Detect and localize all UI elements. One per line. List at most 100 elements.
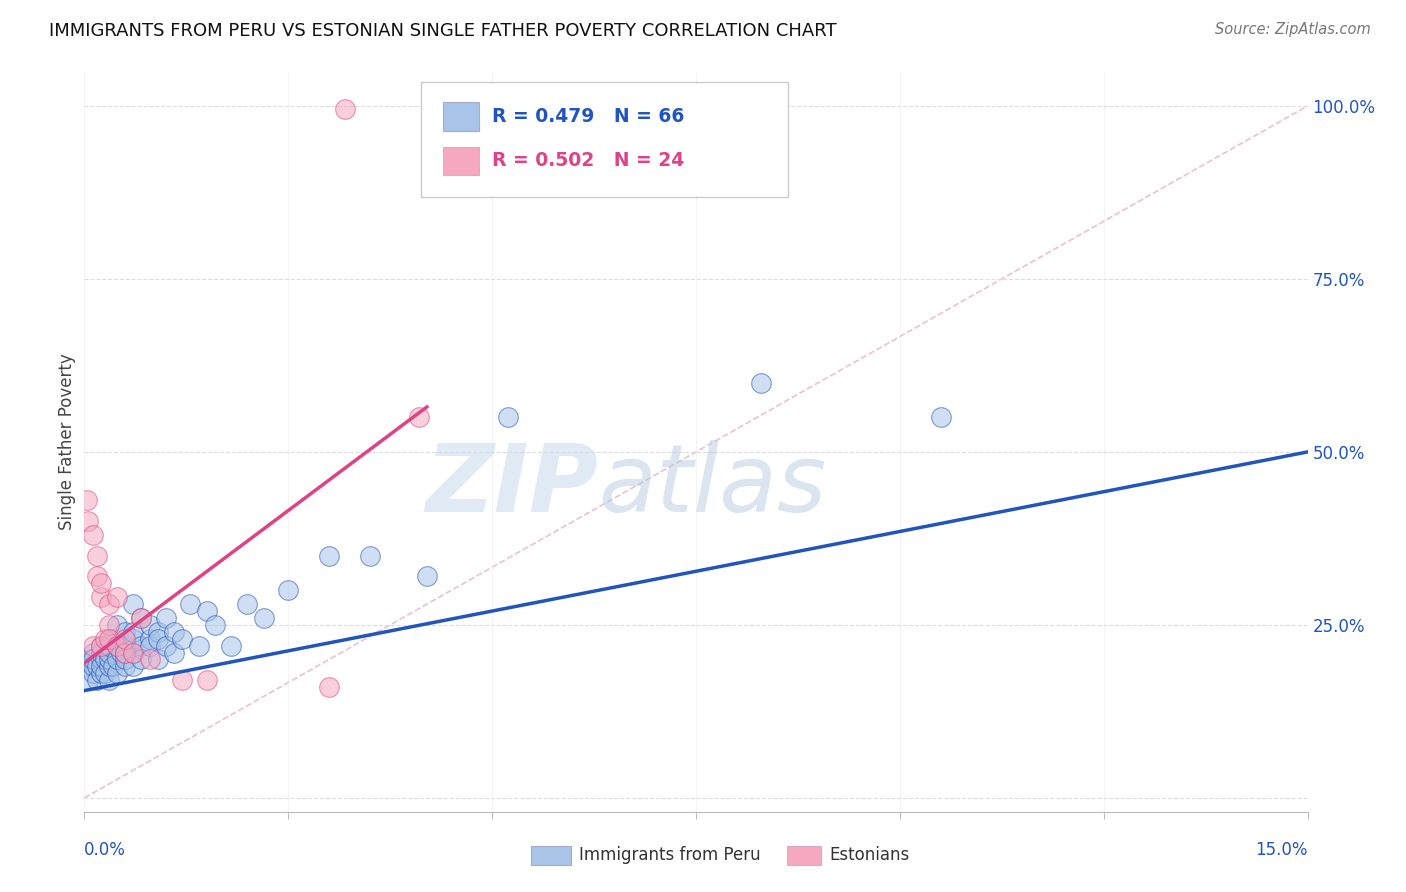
- Text: 15.0%: 15.0%: [1256, 841, 1308, 859]
- Text: R = 0.479   N = 66: R = 0.479 N = 66: [492, 107, 685, 126]
- Point: [105, 666, 128, 681]
- Point: [122, 646, 145, 660]
- FancyBboxPatch shape: [443, 147, 479, 175]
- Point: [408, 410, 430, 425]
- Point: [97, 618, 120, 632]
- Point: [318, 680, 340, 694]
- Point: [416, 569, 439, 583]
- Point: [97, 632, 120, 646]
- Text: ZIP: ZIP: [425, 440, 598, 532]
- Point: [114, 646, 136, 660]
- Point: [138, 652, 160, 666]
- Point: [90, 639, 112, 653]
- Point: [114, 632, 136, 646]
- Point: [131, 611, 153, 625]
- Point: [146, 632, 169, 646]
- Point: [82, 652, 104, 666]
- Point: [749, 376, 772, 390]
- Text: atlas: atlas: [598, 441, 827, 532]
- Point: [97, 652, 120, 666]
- Point: [122, 632, 145, 646]
- Point: [146, 652, 169, 666]
- Point: [236, 597, 259, 611]
- Point: [86, 673, 108, 688]
- Point: [77, 673, 100, 688]
- FancyBboxPatch shape: [420, 82, 787, 197]
- Point: [86, 569, 108, 583]
- Point: [105, 618, 128, 632]
- Point: [114, 646, 136, 660]
- Point: [76, 493, 98, 508]
- Point: [131, 652, 153, 666]
- Point: [172, 632, 194, 646]
- Point: [77, 514, 100, 528]
- Point: [82, 666, 104, 681]
- Point: [146, 624, 169, 639]
- Point: [114, 652, 136, 666]
- Point: [90, 591, 112, 605]
- Point: [253, 611, 276, 625]
- Point: [138, 639, 160, 653]
- Point: [93, 666, 115, 681]
- Point: [82, 639, 104, 653]
- Point: [97, 597, 120, 611]
- Point: [172, 673, 194, 688]
- Point: [138, 618, 160, 632]
- Point: [90, 666, 112, 681]
- Point: [82, 528, 104, 542]
- Text: 0.0%: 0.0%: [84, 841, 127, 859]
- Point: [195, 673, 218, 688]
- Point: [82, 646, 104, 660]
- Point: [929, 410, 952, 425]
- Point: [101, 632, 124, 646]
- Text: IMMIGRANTS FROM PERU VS ESTONIAN SINGLE FATHER POVERTY CORRELATION CHART: IMMIGRANTS FROM PERU VS ESTONIAN SINGLE …: [49, 22, 837, 40]
- Point: [93, 632, 115, 646]
- Point: [359, 549, 381, 563]
- Point: [105, 652, 128, 666]
- Point: [97, 646, 120, 660]
- Point: [97, 639, 120, 653]
- Point: [105, 639, 128, 653]
- Point: [277, 583, 299, 598]
- Point: [155, 639, 177, 653]
- Point: [163, 624, 186, 639]
- Text: Immigrants from Peru: Immigrants from Peru: [579, 847, 761, 864]
- Point: [131, 611, 153, 625]
- Point: [122, 659, 145, 673]
- Point: [93, 652, 115, 666]
- Point: [90, 646, 112, 660]
- Point: [97, 673, 120, 688]
- Point: [105, 639, 128, 653]
- Point: [138, 632, 160, 646]
- Point: [114, 639, 136, 653]
- Point: [122, 624, 145, 639]
- Point: [204, 618, 226, 632]
- Point: [335, 103, 357, 117]
- Point: [80, 652, 103, 666]
- Point: [76, 659, 98, 673]
- Text: Source: ZipAtlas.com: Source: ZipAtlas.com: [1215, 22, 1371, 37]
- Point: [187, 639, 209, 653]
- Point: [110, 646, 132, 660]
- Point: [90, 659, 112, 673]
- Point: [86, 659, 108, 673]
- FancyBboxPatch shape: [443, 103, 479, 130]
- Point: [163, 646, 186, 660]
- Point: [97, 659, 120, 673]
- Point: [195, 604, 218, 618]
- Point: [131, 639, 153, 653]
- Point: [90, 639, 112, 653]
- Point: [219, 639, 242, 653]
- Point: [318, 549, 340, 563]
- Point: [122, 597, 145, 611]
- Point: [86, 549, 108, 563]
- Point: [101, 659, 124, 673]
- Text: Estonians: Estonians: [830, 847, 910, 864]
- Y-axis label: Single Father Poverty: Single Father Poverty: [58, 353, 76, 530]
- Point: [90, 652, 112, 666]
- Point: [114, 659, 136, 673]
- Point: [90, 576, 112, 591]
- Point: [155, 611, 177, 625]
- Point: [82, 659, 104, 673]
- Point: [114, 624, 136, 639]
